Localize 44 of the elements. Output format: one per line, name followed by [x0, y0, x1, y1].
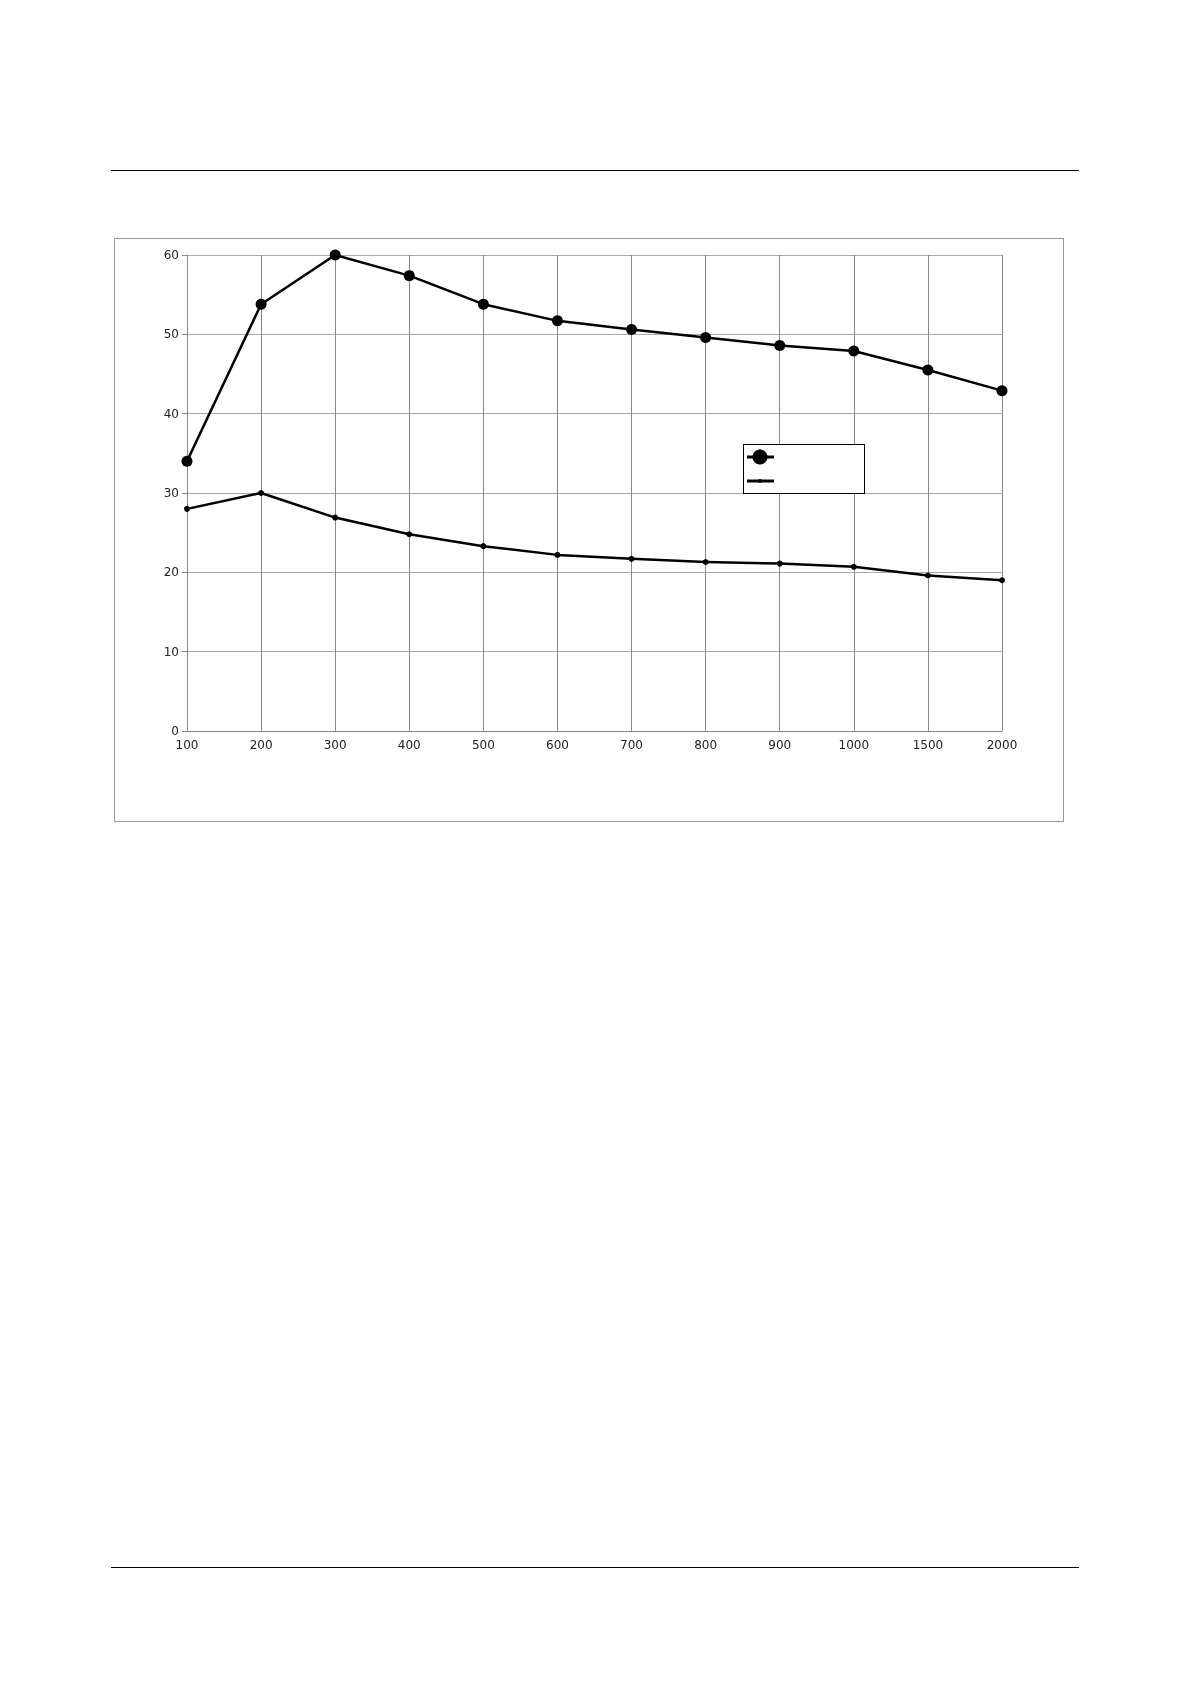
point: [329, 249, 341, 261]
point: [184, 505, 190, 512]
y-tick-label: 0: [171, 724, 179, 738]
point: [776, 560, 783, 567]
x-tick-label: 400: [397, 738, 421, 752]
point: [406, 531, 413, 538]
point: [258, 490, 265, 496]
point: [700, 332, 712, 343]
x-tick-label: 1500: [912, 738, 944, 752]
x-tick-label: 900: [768, 738, 792, 752]
point: [924, 572, 931, 579]
point: [181, 455, 193, 467]
point: [628, 555, 635, 562]
x-tick-label: 800: [694, 738, 718, 752]
x-tick-label: 2000: [986, 738, 1018, 752]
y-tick-label: 40: [163, 406, 179, 421]
y-tick-label: 50: [163, 327, 179, 342]
y-tick-label: 20: [163, 565, 179, 580]
y-tick-label: 30: [163, 486, 179, 500]
point: [403, 270, 415, 282]
point: [554, 551, 561, 558]
point: [255, 298, 267, 310]
page-frame: 0 10 20 30 40 50 60 100 200 300 400 500 600 700 800 900 1000 1500 2000: [114, 238, 1064, 822]
point: [848, 345, 860, 357]
x-tick-label: 500: [471, 738, 495, 752]
x-tick-label: 300: [323, 738, 347, 752]
x-tick-label: 200: [249, 738, 273, 752]
point: [551, 315, 563, 327]
x-tick-label: 700: [620, 738, 643, 752]
point: [922, 364, 934, 376]
y-tick-label: 60: [163, 248, 179, 262]
point: [850, 563, 857, 570]
point: [626, 324, 638, 336]
point: [774, 339, 786, 351]
point: [999, 577, 1005, 584]
point: [477, 298, 489, 310]
x-tick-label: 600: [546, 738, 569, 752]
point: [702, 559, 709, 566]
x-tick-label: 1000: [838, 738, 870, 752]
point: [332, 514, 339, 521]
point: [996, 385, 1008, 397]
point: [480, 543, 487, 550]
x-tick-label: 100: [175, 738, 199, 752]
y-tick-label: 10: [163, 644, 179, 659]
